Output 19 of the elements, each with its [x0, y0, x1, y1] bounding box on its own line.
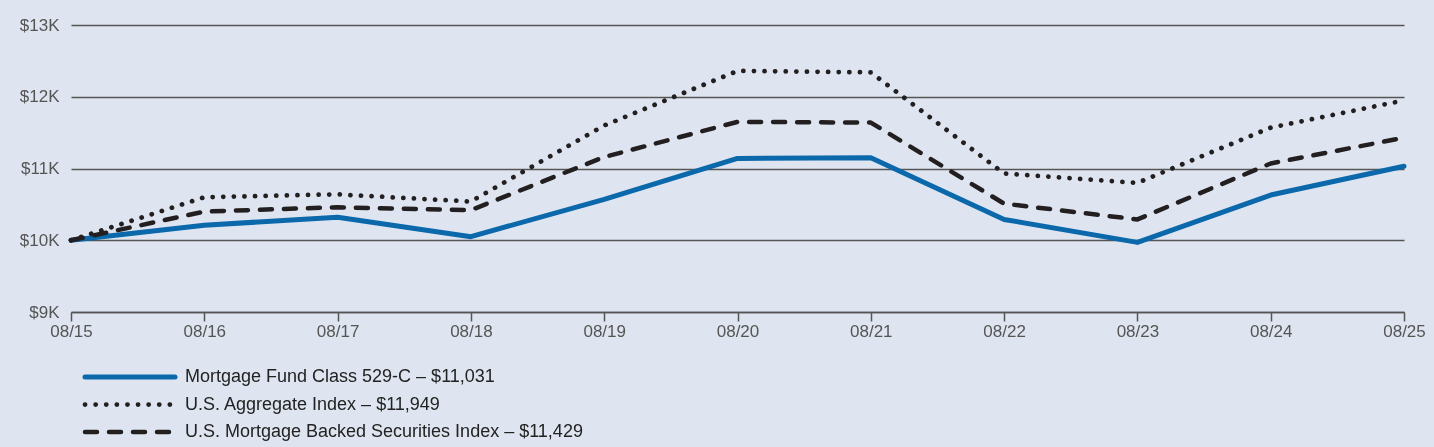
x-tick-label: 08/21	[850, 321, 893, 341]
legend-label: Mortgage Fund Class 529-C – $11,031	[185, 366, 495, 386]
x-tick-label: 08/16	[183, 321, 227, 341]
x-tick-label: 08/17	[316, 321, 360, 341]
legend-label: U.S. Aggregate Index – $11,949	[185, 393, 440, 414]
x-tick-label: 08/18	[450, 321, 493, 341]
x-tick-label: 08/20	[716, 321, 760, 341]
x-tick-label: 08/22	[983, 321, 1026, 341]
x-tick-label: 08/19	[583, 321, 626, 341]
y-tick-label: $9K	[29, 302, 61, 322]
y-tick-label: $13K	[19, 15, 61, 35]
y-tick-label: $12K	[19, 87, 61, 107]
legend-label: U.S. Mortgage Backed Securities Index – $11,429	[185, 421, 583, 441]
x-tick-label: 08/23	[1116, 321, 1160, 341]
x-tick-label: 08/15	[50, 321, 93, 341]
x-tick-label: 08/24	[1249, 321, 1293, 341]
y-tick-label: $10K	[19, 230, 61, 250]
y-tick-label: $11K	[21, 159, 61, 178]
x-tick-label: 08/25	[1383, 321, 1426, 341]
